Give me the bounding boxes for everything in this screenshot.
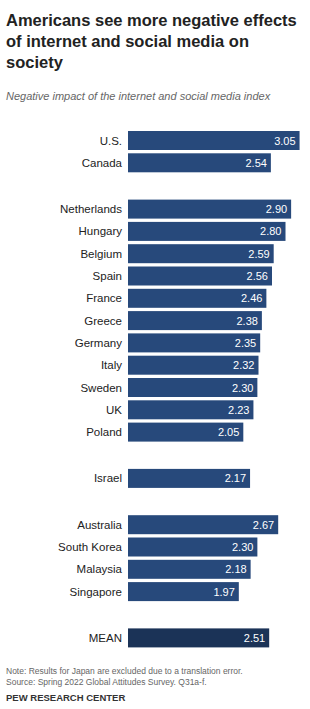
data-label: 1.97 bbox=[213, 586, 234, 598]
bar bbox=[128, 400, 253, 419]
data-label: 2.23 bbox=[228, 404, 249, 416]
labels: MEAN 2.51 bbox=[89, 632, 265, 644]
bar bbox=[128, 289, 266, 308]
data-label: 3.05 bbox=[274, 135, 295, 147]
category-label: Hungary bbox=[79, 225, 123, 237]
annotation: Note: Results for Japan are excluded due… bbox=[6, 666, 243, 676]
bar bbox=[128, 356, 259, 375]
data-label: 2.30 bbox=[232, 382, 253, 394]
category-label: Malaysia bbox=[77, 563, 123, 575]
labels: Israel 2.17 bbox=[94, 472, 246, 484]
category-label: U.S. bbox=[100, 135, 122, 147]
data-label: 2.67 bbox=[253, 519, 274, 531]
category-label: South Korea bbox=[58, 541, 123, 553]
bar bbox=[128, 515, 278, 534]
data-label: 2.17 bbox=[225, 472, 246, 484]
data-label: 2.35 bbox=[235, 337, 256, 349]
category-label: Spain bbox=[93, 270, 122, 282]
category-label: Israel bbox=[94, 472, 122, 484]
category-label: Greece bbox=[84, 315, 122, 327]
annotation: PEW RESEARCH CENTER bbox=[6, 692, 125, 703]
annotation: Source: Spring 2022 Global Attitudes Sur… bbox=[6, 677, 207, 687]
category-label: Italy bbox=[101, 359, 122, 371]
bar bbox=[128, 244, 274, 263]
bar bbox=[128, 222, 286, 241]
data-label: 2.59 bbox=[248, 248, 269, 260]
bars bbox=[128, 628, 269, 647]
data-label: 2.18 bbox=[225, 563, 246, 575]
category-label: Poland bbox=[86, 426, 122, 438]
category-label: France bbox=[86, 292, 122, 304]
bar bbox=[128, 423, 243, 442]
category-label: Germany bbox=[75, 337, 123, 349]
bar bbox=[128, 560, 251, 579]
subtitle: Negative impact of the internet and soci… bbox=[6, 90, 271, 102]
bar bbox=[128, 628, 269, 647]
data-label: 2.38 bbox=[236, 315, 257, 327]
category-label: MEAN bbox=[89, 632, 122, 644]
data-label: 2.80 bbox=[260, 225, 281, 237]
bar bbox=[128, 200, 291, 219]
title: Americans see more negative effectsof in… bbox=[6, 11, 297, 71]
bar bbox=[128, 153, 271, 172]
data-label: 2.54 bbox=[245, 157, 266, 169]
bar bbox=[128, 267, 272, 286]
bar bbox=[128, 378, 257, 397]
bar bbox=[128, 469, 250, 488]
bar bbox=[128, 311, 262, 330]
bars bbox=[128, 131, 300, 172]
category-label: Canada bbox=[82, 157, 123, 169]
category-label: Sweden bbox=[80, 382, 122, 394]
data-label: 2.05 bbox=[218, 426, 239, 438]
data-label: 2.46 bbox=[241, 292, 262, 304]
category-label: Belgium bbox=[80, 248, 122, 260]
data-label: 2.32 bbox=[233, 359, 254, 371]
data-label: 2.30 bbox=[232, 541, 253, 553]
data-label: 2.51 bbox=[244, 632, 265, 644]
category-label: UK bbox=[106, 404, 122, 416]
chart: Americans see more negative effectsof in… bbox=[0, 0, 310, 709]
bar bbox=[128, 582, 239, 601]
data-label: 2.56 bbox=[247, 270, 268, 282]
category-label: Netherlands bbox=[60, 203, 122, 215]
bar bbox=[128, 333, 260, 352]
category-label: Singapore bbox=[70, 586, 122, 598]
bars bbox=[128, 469, 250, 488]
bars bbox=[128, 515, 278, 601]
labels: U.S. 3.05 Canada 2.54 bbox=[82, 135, 296, 169]
bars bbox=[128, 200, 291, 442]
data-label: 2.90 bbox=[266, 203, 287, 215]
labels: Australia 2.67 South Korea 2.30 Malaysia 2.18… bbox=[58, 519, 274, 598]
bar bbox=[128, 131, 300, 150]
labels: Netherlands 2.90 Hungary 2.80 Belgium 2.59 Spa… bbox=[60, 203, 287, 438]
category-label: Australia bbox=[77, 519, 122, 531]
bar bbox=[128, 538, 257, 557]
